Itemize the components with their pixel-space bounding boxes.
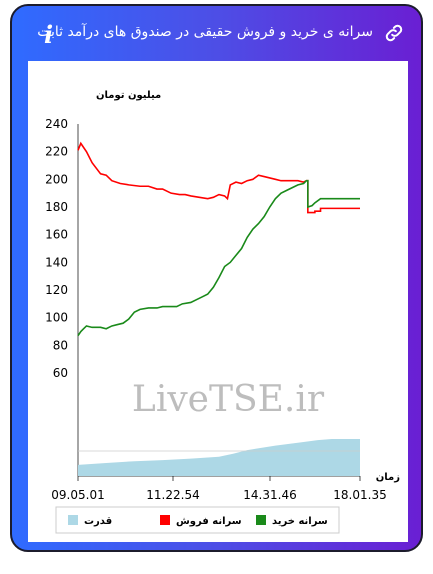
watermark: LiveTSE.ir	[132, 379, 325, 420]
legend-swatch	[68, 515, 78, 525]
x-tick-label: 09.05.01	[51, 488, 104, 502]
y-tick-label: 160	[45, 228, 68, 242]
legend-label[interactable]: سرانه فروش	[176, 516, 242, 527]
chart-panel: میلیون تومان 60 80 100 120 140 160 180 200 220 24…	[28, 61, 408, 542]
y-axis-label: میلیون تومان	[96, 90, 161, 101]
chart-title: سرانه ی خرید و فروش حقیقی در صندوق های د…	[37, 24, 373, 40]
x-tick-label: 18.01.35	[333, 488, 386, 502]
series-line-sell	[77, 141, 360, 214]
y-tick-label: 220	[45, 145, 68, 159]
legend-label[interactable]: قدرت	[84, 516, 112, 527]
legend-label[interactable]: سرانه خرید	[272, 516, 328, 527]
x-tick-label: 11.22.54	[146, 488, 199, 502]
power-area	[78, 439, 360, 476]
y-tick-label: 240	[45, 117, 68, 131]
y-tick-label: 100	[45, 311, 68, 325]
legend-box	[55, 506, 340, 534]
link-icon[interactable]	[383, 22, 405, 44]
x-axis-label: زمان	[376, 472, 400, 483]
chart-card: سرانه ی خرید و فروش حقیقی در صندوق های د…	[10, 4, 423, 552]
y-tick-label: 200	[45, 172, 68, 186]
y-tick-label: 140	[45, 255, 68, 269]
card-header: سرانه ی خرید و فروش حقیقی در صندوق های د…	[12, 6, 421, 62]
x-tick-label: 14.31.46	[243, 488, 296, 502]
y-tick-label: 180	[45, 200, 68, 214]
info-icon[interactable]: i	[44, 20, 54, 49]
y-tick-label: 80	[53, 338, 68, 352]
series-line-buy	[77, 179, 360, 337]
chart-svg: میلیون تومان 60 80 100 120 140 160 180 200 220 24…	[45, 90, 400, 534]
y-tick-label: 120	[45, 283, 68, 297]
y-tick-label: 60	[53, 366, 68, 380]
legend-swatch	[256, 515, 266, 525]
legend-swatch	[160, 515, 170, 525]
